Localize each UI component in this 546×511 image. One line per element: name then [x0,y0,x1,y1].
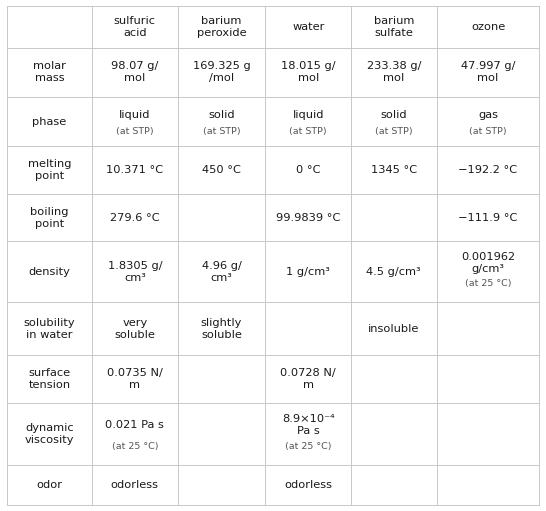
Text: slightly
soluble: slightly soluble [201,318,242,340]
Text: 10.371 °C: 10.371 °C [106,165,163,175]
Text: 18.015 g/
mol: 18.015 g/ mol [281,61,336,83]
Text: liquid: liquid [119,110,151,120]
Text: 1 g/cm³: 1 g/cm³ [286,267,330,277]
Text: boiling
point: boiling point [30,206,69,228]
Text: (at 25 °C): (at 25 °C) [465,279,511,288]
Text: 98.07 g/
mol: 98.07 g/ mol [111,61,158,83]
Text: 1345 °C: 1345 °C [371,165,417,175]
Text: solid: solid [208,110,235,120]
Text: 0.021 Pa s: 0.021 Pa s [105,421,164,430]
Text: (at STP): (at STP) [469,127,507,136]
Text: 99.9839 °C: 99.9839 °C [276,213,341,223]
Text: water: water [292,22,324,32]
Text: odor: odor [37,480,62,490]
Text: dynamic
viscosity: dynamic viscosity [25,423,74,445]
Text: odorless: odorless [111,480,159,490]
Text: density: density [28,267,70,277]
Text: 1.8305 g/
cm³: 1.8305 g/ cm³ [108,261,162,283]
Text: insoluble: insoluble [368,324,419,334]
Text: 0.0735 N/
m: 0.0735 N/ m [107,368,163,390]
Text: −192.2 °C: −192.2 °C [459,165,518,175]
Text: molar
mass: molar mass [33,61,66,83]
Text: 169.325 g
/mol: 169.325 g /mol [193,61,251,83]
Text: (at STP): (at STP) [289,127,327,136]
Text: 0.0728 N/
m: 0.0728 N/ m [281,368,336,390]
Text: 0 °C: 0 °C [296,165,321,175]
Text: odorless: odorless [284,480,333,490]
Text: gas: gas [478,110,498,120]
Text: solid: solid [381,110,407,120]
Text: 47.997 g/
mol: 47.997 g/ mol [461,61,515,83]
Text: barium
sulfate: barium sulfate [373,16,414,38]
Text: 450 °C: 450 °C [202,165,241,175]
Text: 279.6 °C: 279.6 °C [110,213,159,223]
Text: 0.001962
g/cm³: 0.001962 g/cm³ [461,252,515,274]
Text: sulfuric
acid: sulfuric acid [114,16,156,38]
Text: ozone: ozone [471,22,505,32]
Text: 4.5 g/cm³: 4.5 g/cm³ [366,267,421,277]
Text: (at STP): (at STP) [116,127,153,136]
Text: −111.9 °C: −111.9 °C [458,213,518,223]
Text: 233.38 g/
mol: 233.38 g/ mol [366,61,421,83]
Text: (at STP): (at STP) [203,127,240,136]
Text: liquid: liquid [293,110,324,120]
Text: surface
tension: surface tension [28,368,70,390]
Text: (at STP): (at STP) [375,127,413,136]
Text: 4.96 g/
cm³: 4.96 g/ cm³ [201,261,241,283]
Text: melting
point: melting point [27,159,71,181]
Text: phase: phase [32,117,67,127]
Text: barium
peroxide: barium peroxide [197,16,246,38]
Text: solubility
in water: solubility in water [23,318,75,340]
Text: (at 25 °C): (at 25 °C) [285,442,331,451]
Text: very
soluble: very soluble [115,318,155,340]
Text: (at 25 °C): (at 25 °C) [111,442,158,451]
Text: 8.9×10⁻⁴
Pa s: 8.9×10⁻⁴ Pa s [282,414,335,436]
